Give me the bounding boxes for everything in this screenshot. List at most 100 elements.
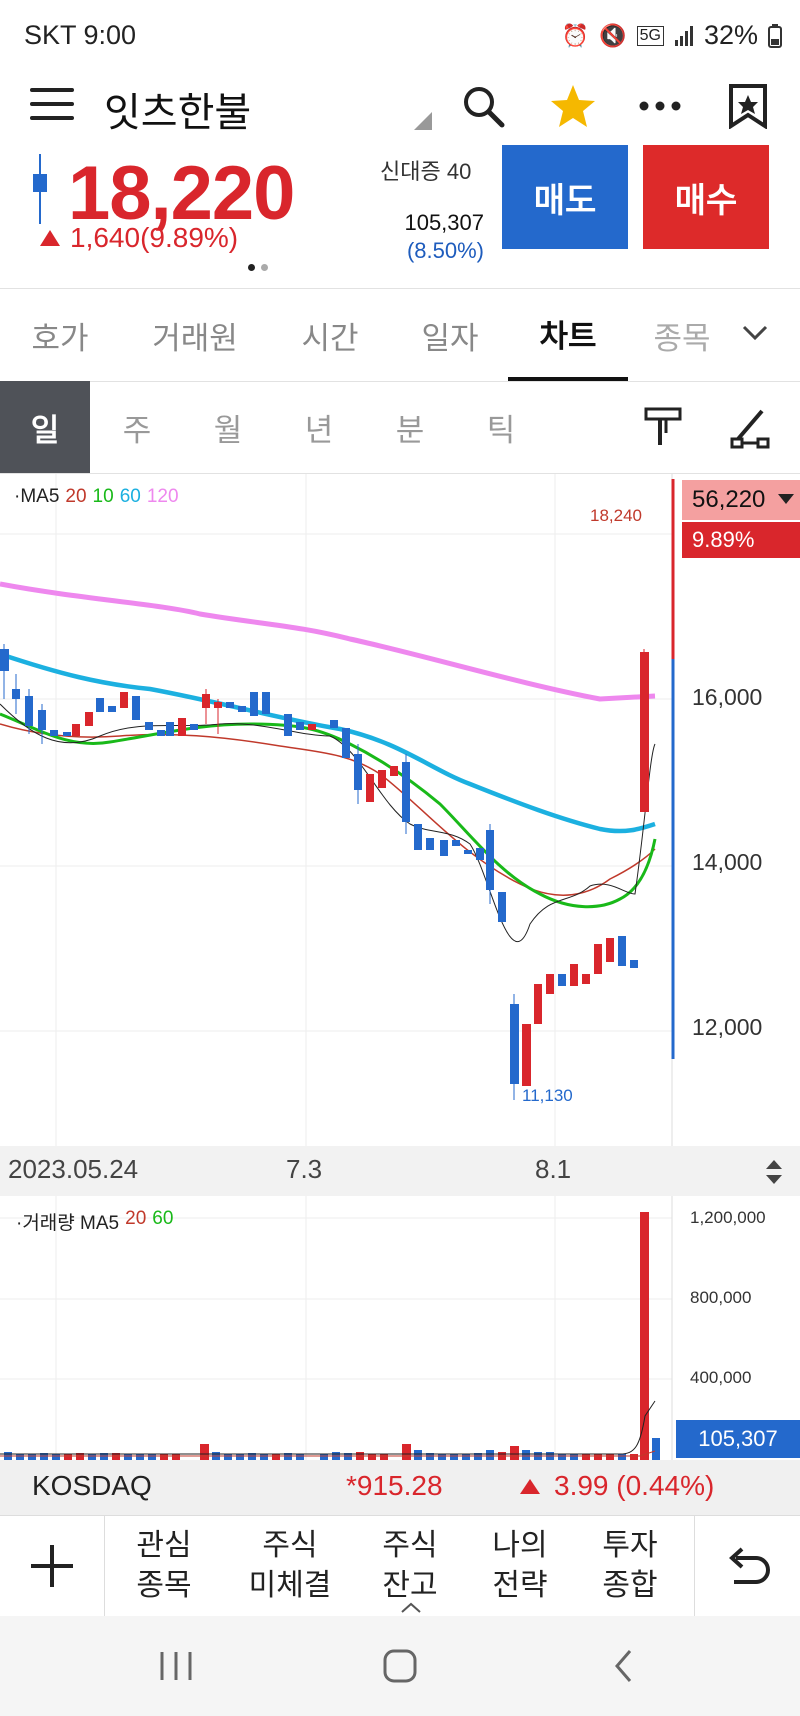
volume-legend[interactable]: ·거래량 MA5 20 60 bbox=[16, 1208, 173, 1235]
network-icon: 5G bbox=[636, 25, 664, 46]
menu-watchlist-line1: 관심 bbox=[136, 1529, 192, 1562]
period-bar: 일 주 월 년 분 틱 bbox=[0, 381, 800, 474]
caret-down-icon bbox=[778, 494, 794, 504]
battery-level: 32% bbox=[703, 20, 758, 50]
menu-overview-line2: 종합 bbox=[602, 1569, 658, 1602]
drawing-tool-icon[interactable] bbox=[728, 403, 776, 456]
date-axis: 2023.05.24 7.3 8.1 bbox=[0, 1146, 800, 1196]
legend-vol-ma60: 60 bbox=[152, 1208, 174, 1229]
legend-ma120: 120 bbox=[146, 486, 179, 507]
info-tabs: 호가 거래원 시간 일자 차트 종목 bbox=[0, 288, 800, 382]
search-icon[interactable] bbox=[455, 76, 511, 136]
menu-unfilled-line2: 미체결 bbox=[248, 1569, 332, 1602]
battery-icon bbox=[768, 23, 782, 48]
menu-icon[interactable] bbox=[30, 88, 74, 124]
index-name: KOSDAQ bbox=[32, 1470, 152, 1501]
recent-apps-icon[interactable] bbox=[158, 1650, 194, 1682]
sell-button[interactable]: 매도 bbox=[502, 145, 628, 249]
ma-legend[interactable]: ·MA5 20 10 60 120 bbox=[14, 486, 179, 508]
signal-icon bbox=[674, 25, 693, 46]
tab-time[interactable]: 시간 bbox=[301, 320, 359, 356]
legend-ma20: 20 bbox=[65, 486, 87, 507]
axis-label-16000: 16,000 bbox=[692, 684, 763, 710]
bookmark-icon[interactable] bbox=[720, 76, 776, 136]
star-icon[interactable] bbox=[545, 76, 601, 136]
period-week[interactable]: 주 bbox=[122, 412, 152, 448]
legend-ma10: 10 bbox=[92, 486, 114, 507]
high-price-label: 18,240 bbox=[590, 506, 642, 525]
tab-stock[interactable]: 종목 bbox=[653, 320, 711, 356]
carrier-time: SKT 9:00 bbox=[24, 20, 137, 50]
badge-price: 56,220 bbox=[692, 486, 766, 513]
price-chart[interactable]: ·MA5 20 10 60 120 18,240 11,130 56,220 9… bbox=[0, 474, 800, 1146]
menu-strategy-line1: 나의 bbox=[492, 1529, 548, 1562]
menu-balance[interactable]: 주식 잔고 bbox=[360, 1516, 460, 1616]
price-panel: 18,220 1,640(9.89%) 신대증 40 105,307 (8.50… bbox=[0, 145, 800, 285]
menu-unfilled-line1: 주식 bbox=[262, 1529, 318, 1562]
trade-volume: 105,307 bbox=[404, 210, 484, 235]
candle-icon bbox=[33, 154, 47, 224]
trade-volume-pct: (8.50%) bbox=[406, 238, 484, 263]
tab-chart[interactable]: 차트 bbox=[508, 289, 628, 381]
more-icon[interactable] bbox=[632, 76, 688, 136]
status-bar: SKT 9:00 ⏰ 🔇 5G 32% bbox=[0, 0, 800, 70]
menu-overview-line1: 투자 bbox=[602, 1529, 658, 1562]
tab-broker[interactable]: 거래원 bbox=[152, 320, 238, 356]
mute-icon: 🔇 bbox=[599, 22, 627, 48]
menu-watchlist-line2: 종목 bbox=[136, 1569, 192, 1602]
period-minute[interactable]: 분 bbox=[395, 412, 425, 448]
axis-label-14000: 14,000 bbox=[692, 849, 763, 875]
status-icons: ⏰ 🔇 5G 32% bbox=[562, 20, 782, 51]
stock-name[interactable]: 잇츠한불 bbox=[104, 91, 252, 135]
index-change: 3.99 (0.44%) bbox=[520, 1470, 714, 1502]
tab-daily[interactable]: 일자 bbox=[421, 320, 479, 356]
add-menu-button[interactable] bbox=[0, 1516, 105, 1616]
price-change-value: 1,640(9.89%) bbox=[70, 222, 239, 253]
period-month[interactable]: 월 bbox=[213, 412, 243, 448]
price-badge: 56,220 bbox=[682, 480, 800, 520]
alarm-icon: ⏰ bbox=[561, 22, 590, 48]
home-icon[interactable] bbox=[382, 1648, 418, 1684]
up-triangle-icon bbox=[40, 230, 60, 246]
index-change-value: 3.99 (0.44%) bbox=[554, 1470, 715, 1501]
indicator-tool-icon[interactable] bbox=[640, 403, 688, 456]
period-year[interactable]: 년 bbox=[304, 412, 334, 448]
pct-badge: 9.89% bbox=[682, 522, 800, 558]
plus-icon bbox=[31, 1545, 73, 1587]
back-nav-icon[interactable] bbox=[612, 1648, 636, 1684]
buy-button[interactable]: 매수 bbox=[643, 145, 769, 249]
vol-axis-800000: 800,000 bbox=[690, 1288, 752, 1307]
current-price: 18,220 bbox=[68, 151, 295, 236]
undo-arrow-icon bbox=[729, 1547, 770, 1584]
price-change: 1,640(9.89%) bbox=[40, 222, 238, 254]
date-label-end: 8.1 bbox=[535, 1154, 572, 1184]
menu-strategy-line2: 전략 bbox=[492, 1569, 548, 1602]
chevron-up-icon bbox=[401, 1602, 421, 1613]
vol-axis-1200000: 1,200,000 bbox=[690, 1208, 766, 1227]
period-tick[interactable]: 틱 bbox=[486, 412, 516, 448]
axis-label-12000: 12,000 bbox=[692, 1014, 763, 1040]
legend-ma5: ·MA5 bbox=[14, 486, 60, 507]
period-day[interactable]: 일 bbox=[0, 381, 90, 473]
system-nav-bar bbox=[0, 1616, 800, 1716]
stock-select-indicator[interactable] bbox=[414, 112, 432, 130]
tabs-expand-icon[interactable] bbox=[740, 317, 770, 352]
credit-label: 신대증 40 bbox=[380, 159, 472, 184]
market-index-bar[interactable]: KOSDAQ *915.28 3.99 (0.44%) bbox=[0, 1460, 800, 1515]
legend-ma60: 60 bbox=[119, 486, 141, 507]
index-value: *915.28 bbox=[346, 1470, 443, 1501]
back-button[interactable] bbox=[694, 1516, 800, 1616]
date-label-mid: 7.3 bbox=[286, 1154, 323, 1184]
legend-vol-ma20: 20 bbox=[125, 1208, 147, 1229]
app-header: 잇츠한불 bbox=[0, 70, 800, 150]
date-label-start: 2023.05.24 bbox=[8, 1154, 139, 1184]
volume-chart[interactable]: ·거래량 MA5 20 60 1,200,000 800,000 400,000… bbox=[0, 1196, 800, 1460]
tab-orderbook[interactable]: 호가 bbox=[31, 320, 89, 356]
updown-arrow-icon[interactable] bbox=[766, 1160, 782, 1184]
page-indicator bbox=[248, 264, 268, 271]
